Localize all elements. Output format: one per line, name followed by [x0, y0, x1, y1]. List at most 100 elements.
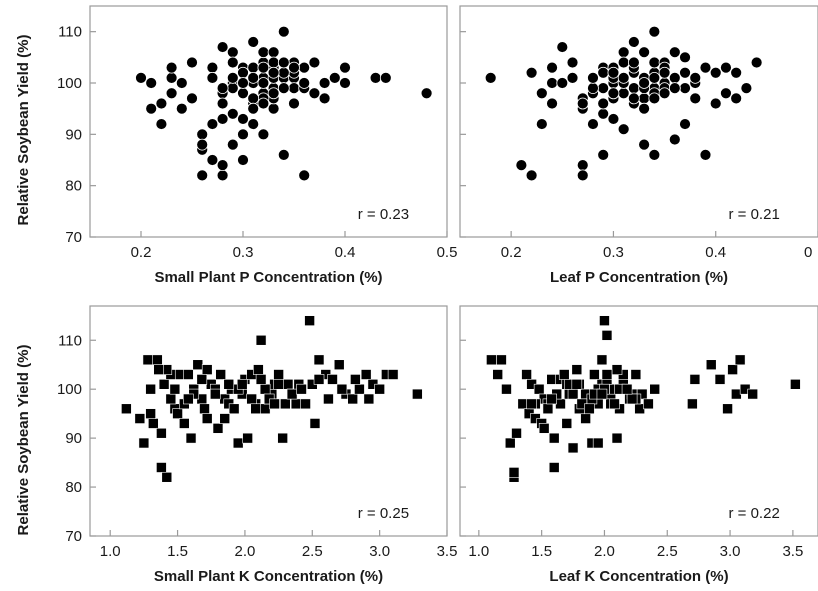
y-axis-title-bottom: Relative Soybean Yield (%) — [15, 345, 32, 536]
data-point — [617, 123, 630, 136]
data-point — [145, 383, 156, 395]
x-tick-label: 2.0 — [234, 543, 255, 560]
data-point — [597, 148, 610, 161]
data-point — [611, 364, 623, 375]
data-point — [596, 388, 608, 400]
data-point — [300, 398, 311, 410]
x-tick-label: 0.3 — [233, 244, 254, 261]
data-point — [216, 159, 229, 172]
y-tick-label: 80 — [65, 178, 82, 195]
data-point — [571, 378, 583, 390]
data-point — [597, 97, 610, 110]
x-tick-label: 3.5 — [437, 543, 458, 560]
x-tick-label: 1.5 — [531, 543, 552, 560]
data-point — [556, 77, 569, 89]
data-point — [148, 418, 159, 429]
data-point — [699, 61, 712, 74]
data-point — [309, 418, 321, 429]
data-point — [679, 118, 691, 130]
data-point — [196, 128, 209, 141]
x-tick-label: 2.5 — [302, 543, 323, 560]
data-point — [155, 97, 168, 110]
correlation-annotation: r = 0.25 — [358, 505, 409, 522]
data-point — [165, 393, 177, 405]
data-point — [290, 398, 302, 410]
data-point — [226, 82, 239, 95]
data-point — [304, 315, 315, 326]
data-point — [658, 87, 671, 100]
data-point — [298, 169, 311, 182]
data-point — [501, 383, 512, 395]
data-point — [689, 71, 702, 84]
data-point — [609, 398, 620, 410]
data-point — [232, 437, 244, 449]
data-point — [722, 403, 733, 415]
data-point — [561, 418, 573, 429]
data-point — [296, 383, 307, 395]
data-points — [484, 25, 763, 182]
x-tick-label: 0.4 — [705, 244, 726, 261]
data-point — [730, 66, 743, 79]
data-point — [247, 102, 260, 115]
x-tick-label: 1.0 — [100, 543, 121, 560]
data-point — [587, 118, 599, 130]
data-point — [567, 442, 579, 454]
data-point — [668, 82, 681, 95]
data-point — [508, 467, 520, 478]
data-point — [277, 148, 290, 161]
data-point — [740, 82, 753, 95]
chart-panels: 70 80 90 100 110 0.2 0.3 0.4 0.5 Small Plant P Co… — [57, 5, 818, 585]
data-point — [576, 169, 589, 182]
data-point — [247, 118, 260, 130]
data-point — [206, 71, 219, 84]
data-point — [412, 388, 423, 400]
data-point — [626, 393, 638, 405]
data-point — [790, 378, 801, 390]
data-point — [282, 378, 294, 390]
data-point — [196, 374, 208, 385]
data-point — [247, 92, 260, 105]
x-tick-label: 0 — [804, 244, 812, 261]
data-point — [580, 413, 591, 424]
data-point — [638, 102, 651, 115]
data-point — [277, 82, 290, 95]
data-point — [511, 427, 522, 439]
data-point — [601, 330, 613, 341]
y-tick-label: 70 — [65, 528, 82, 545]
data-point — [250, 403, 262, 415]
data-point — [597, 82, 610, 95]
data-point — [277, 56, 290, 69]
data-point — [175, 102, 188, 115]
data-point — [169, 383, 181, 395]
data-point — [548, 462, 560, 473]
data-point — [526, 398, 537, 410]
data-point — [607, 66, 620, 79]
data-point — [638, 138, 651, 151]
data-point — [185, 432, 197, 444]
data-point — [521, 369, 532, 380]
plot-frame — [89, 5, 448, 238]
x-axis-title: Small Plant K Concentration (%) — [154, 568, 383, 585]
data-point — [648, 148, 661, 161]
data-point — [687, 398, 698, 410]
data-point — [492, 369, 503, 380]
data-point — [286, 388, 298, 400]
data-point — [135, 71, 147, 84]
data-point — [496, 354, 507, 366]
data-point — [216, 41, 229, 53]
data-point — [199, 403, 210, 415]
data-point — [201, 413, 213, 424]
data-point — [153, 364, 165, 375]
data-point — [223, 378, 235, 390]
data-point — [589, 369, 600, 380]
plot-frame — [459, 5, 818, 238]
data-point — [720, 61, 732, 74]
data-point — [226, 138, 239, 151]
data-point — [347, 393, 358, 405]
x-tick-label: 2.5 — [657, 543, 678, 560]
data-points — [121, 315, 423, 483]
data-point — [216, 169, 229, 182]
y-tick-label: 70 — [65, 229, 82, 246]
data-point — [546, 77, 558, 89]
data-point — [627, 82, 640, 95]
